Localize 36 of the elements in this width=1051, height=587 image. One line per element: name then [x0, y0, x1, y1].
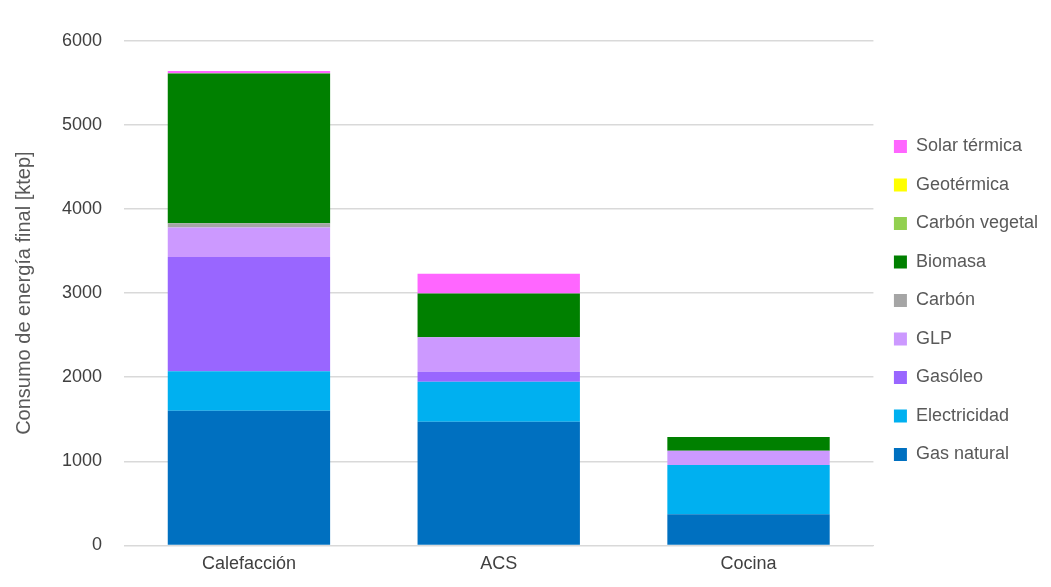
y-tick-label: 3000	[62, 282, 103, 303]
legend-label: Carbón	[915, 289, 975, 310]
legend-label: Gasóleo	[915, 366, 983, 387]
bar	[417, 293, 580, 338]
bar	[417, 421, 580, 545]
legend-label: Gas natural	[915, 443, 1009, 464]
y-tick-label: 4000	[62, 197, 103, 218]
legend-label: Biomasa	[915, 250, 987, 271]
legend-label: Electricidad	[915, 404, 1009, 425]
bar	[667, 465, 830, 515]
y-tick-label: 0	[92, 534, 103, 555]
y-axis-title: Consumo de energía final [ktep]	[11, 151, 34, 435]
legend-label: GLP	[915, 327, 952, 348]
bar	[167, 410, 331, 545]
x-tick-label: ACS	[480, 553, 518, 574]
legend-label: Solar térmica	[915, 135, 1023, 156]
bar	[667, 450, 830, 466]
bar	[167, 73, 331, 224]
bar	[167, 223, 331, 228]
bar	[417, 381, 580, 422]
legend-label: Carbón vegetal	[915, 212, 1039, 233]
x-tick-label: Calefacción	[201, 553, 296, 574]
bar	[667, 514, 830, 545]
bar	[417, 273, 580, 294]
y-tick-label: 6000	[62, 29, 103, 50]
bar	[417, 371, 580, 382]
y-tick-label: 5000	[62, 113, 103, 134]
bar	[667, 436, 830, 451]
legend-label: Geotérmica	[915, 173, 1010, 194]
bar	[417, 337, 580, 372]
bar	[167, 256, 331, 372]
y-tick-label: 2000	[62, 366, 103, 387]
bar	[167, 227, 331, 257]
x-tick-label: Cocina	[720, 553, 778, 574]
y-tick-label: 1000	[62, 450, 103, 471]
bar	[167, 371, 331, 411]
